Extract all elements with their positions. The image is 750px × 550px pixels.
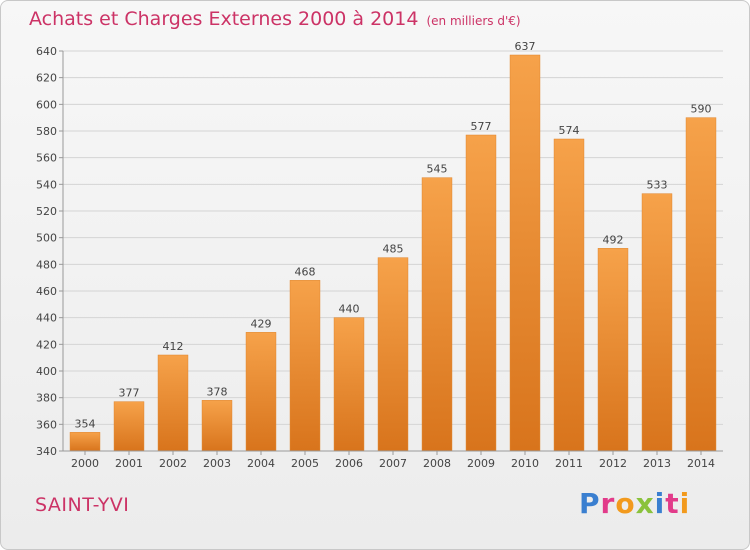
x-tick-label: 2009 — [467, 457, 495, 470]
bar — [685, 117, 717, 452]
bar — [597, 248, 629, 452]
x-tick-label: 2010 — [511, 457, 539, 470]
x-tick-label: 2004 — [247, 457, 275, 470]
logo-letter: i — [679, 487, 691, 520]
data-label: 637 — [515, 40, 536, 53]
x-tick-label: 2003 — [203, 457, 231, 470]
x-tick-label: 2008 — [423, 457, 451, 470]
data-label: 378 — [207, 385, 228, 398]
place-name: SAINT-YVI — [35, 494, 130, 516]
y-tick-label: 360 — [36, 418, 57, 431]
bar — [333, 317, 365, 452]
data-label: 492 — [603, 233, 624, 246]
data-label: 485 — [383, 243, 404, 256]
bar — [157, 354, 189, 452]
bar — [509, 54, 541, 452]
x-tick-label: 2005 — [291, 457, 319, 470]
bar — [641, 193, 673, 452]
data-label: 574 — [559, 124, 580, 137]
y-tick-label: 520 — [36, 205, 57, 218]
data-label: 533 — [647, 179, 668, 192]
chart-title-text: Achats et Charges Externes 2000 à 2014 — [29, 8, 419, 30]
y-tick-label: 500 — [36, 232, 57, 245]
data-label: 590 — [691, 103, 712, 116]
logo-letter: x — [635, 487, 655, 520]
y-tick-label: 340 — [36, 445, 57, 458]
data-label: 545 — [427, 163, 448, 176]
data-label: 354 — [75, 417, 96, 430]
x-tick-label: 2007 — [379, 457, 407, 470]
x-axis: 2000 2001 2002 2003 2004 2005 2006 2007 2008 2009… — [63, 450, 723, 470]
y-tick-label: 560 — [36, 152, 57, 165]
data-label: 412 — [163, 340, 184, 353]
y-tick-label: 460 — [36, 285, 57, 298]
logo-letter: P — [579, 487, 601, 520]
chart-title: Achats et Charges Externes 2000 à 2014 (e… — [29, 8, 521, 30]
bar — [113, 401, 145, 452]
data-label: 468 — [295, 265, 316, 278]
bar — [465, 134, 497, 452]
x-tick-label: 2002 — [159, 457, 187, 470]
y-tick-label: 620 — [36, 72, 57, 85]
logo-letter: r — [600, 487, 616, 520]
bar — [553, 138, 585, 452]
y-tick-label: 420 — [36, 338, 57, 351]
y-tick-label: 540 — [36, 178, 57, 191]
bar — [421, 177, 453, 452]
x-tick-label: 2000 — [71, 457, 99, 470]
y-tick-label: 600 — [36, 98, 57, 111]
data-label: 440 — [339, 303, 360, 316]
logo-letter: o — [615, 487, 636, 520]
y-tick-label: 380 — [36, 392, 57, 405]
x-tick-label: 2011 — [555, 457, 583, 470]
x-tick-label: 2001 — [115, 457, 143, 470]
x-tick-label: 2012 — [599, 457, 627, 470]
y-tick-label: 440 — [36, 312, 57, 325]
bars: 354 377 412 378 429 468 440 485 545 577 637 574 492 5… — [69, 40, 717, 452]
x-tick-label: 2013 — [643, 457, 671, 470]
y-axis: 340 360 380 400 420 440 460 480 500 520 540 560 580 6… — [36, 45, 64, 458]
x-tick-label: 2006 — [335, 457, 363, 470]
y-tick-label: 400 — [36, 365, 57, 378]
proxiti-logo: Proxiti — [579, 487, 690, 520]
bar — [377, 257, 409, 452]
x-tick-label: 2014 — [687, 457, 715, 470]
y-tick-label: 480 — [36, 258, 57, 271]
logo-letter: i — [654, 487, 666, 520]
bar — [289, 280, 321, 452]
data-label: 577 — [471, 120, 492, 133]
logo-letter: t — [665, 487, 680, 520]
y-tick-label: 580 — [36, 125, 57, 138]
bar — [201, 400, 233, 452]
bar — [245, 332, 277, 452]
bar — [69, 432, 101, 452]
y-tick-label: 640 — [36, 45, 57, 58]
data-label: 429 — [251, 317, 272, 330]
chart-unit: (en milliers d'€) — [426, 14, 521, 28]
data-label: 377 — [119, 387, 140, 400]
